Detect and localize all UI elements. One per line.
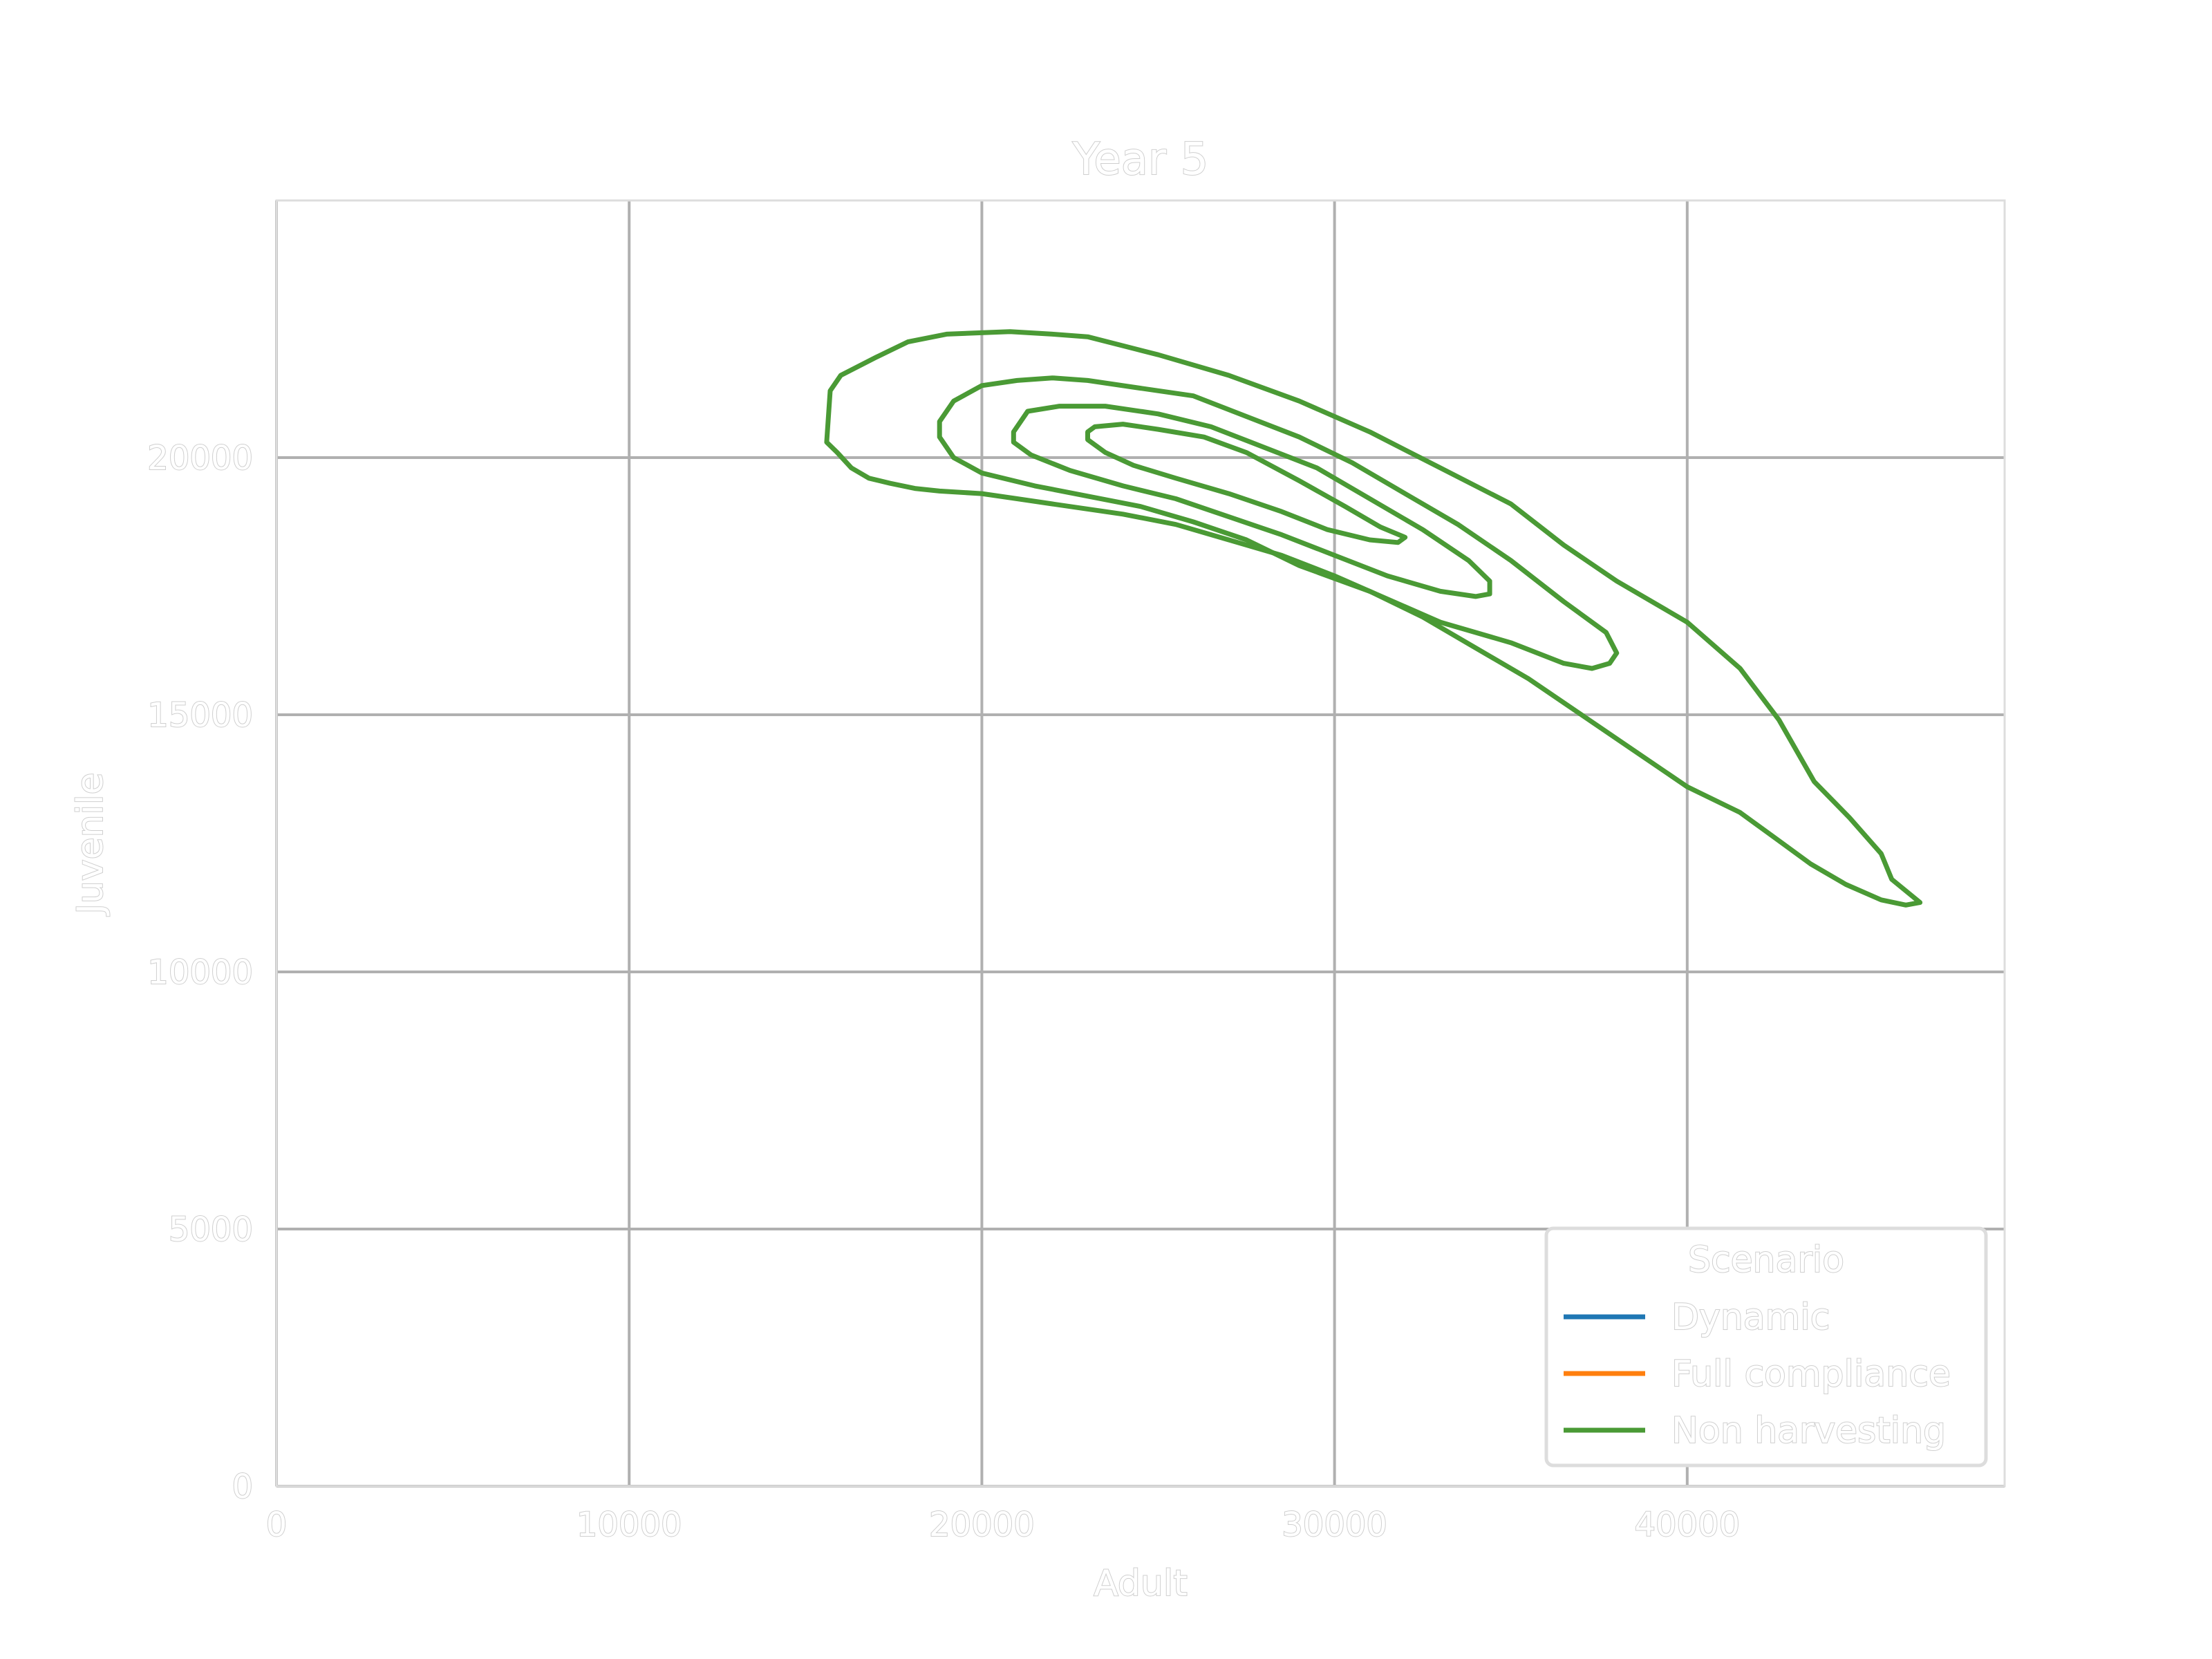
- contours: [824, 329, 1923, 908]
- y-tick-label: 10000: [147, 953, 253, 992]
- y-tick-label: 20000: [147, 439, 253, 478]
- legend-entry-label: Dynamic: [1671, 1297, 1830, 1338]
- plot-frame: [275, 199, 2006, 1488]
- chart-title: Year 5: [1072, 134, 1209, 185]
- y-tick-label: 15000: [147, 696, 253, 735]
- legend-entries: Dynamic Full compliance Non harvesting: [1564, 1296, 1951, 1452]
- x-axis-label: Adult: [1094, 1563, 1187, 1604]
- contour-level-4: [1085, 422, 1408, 545]
- legend: Scenario Dynamic Full compliance Non harve…: [1544, 1226, 1988, 1468]
- legend-box: [1544, 1226, 1988, 1468]
- x-tick-label: 20000: [929, 1506, 1035, 1544]
- contour-level-3: [1011, 404, 1492, 599]
- x-tick-label: 10000: [577, 1506, 682, 1544]
- y-tick-label: 0: [232, 1468, 253, 1506]
- x-ticks: 0 10000 20000 30000 40000: [265, 1505, 1741, 1545]
- legend-title: Scenario: [1688, 1239, 1844, 1281]
- legend-entry-label: Non harvesting: [1671, 1410, 1946, 1452]
- x-tick-label: 30000: [1282, 1506, 1387, 1544]
- x-tick-label: 0: [266, 1506, 288, 1544]
- x-tick-label: 40000: [1634, 1506, 1740, 1544]
- y-tick-label: 5000: [169, 1210, 253, 1249]
- y-axis-label: Juvenile: [70, 773, 111, 917]
- contour-level-2: [937, 375, 1620, 671]
- legend-entry-label: Full compliance: [1671, 1353, 1951, 1395]
- contour-level-1: [824, 329, 1923, 908]
- y-ticks: 0 5000 10000 15000 20000: [147, 438, 254, 1507]
